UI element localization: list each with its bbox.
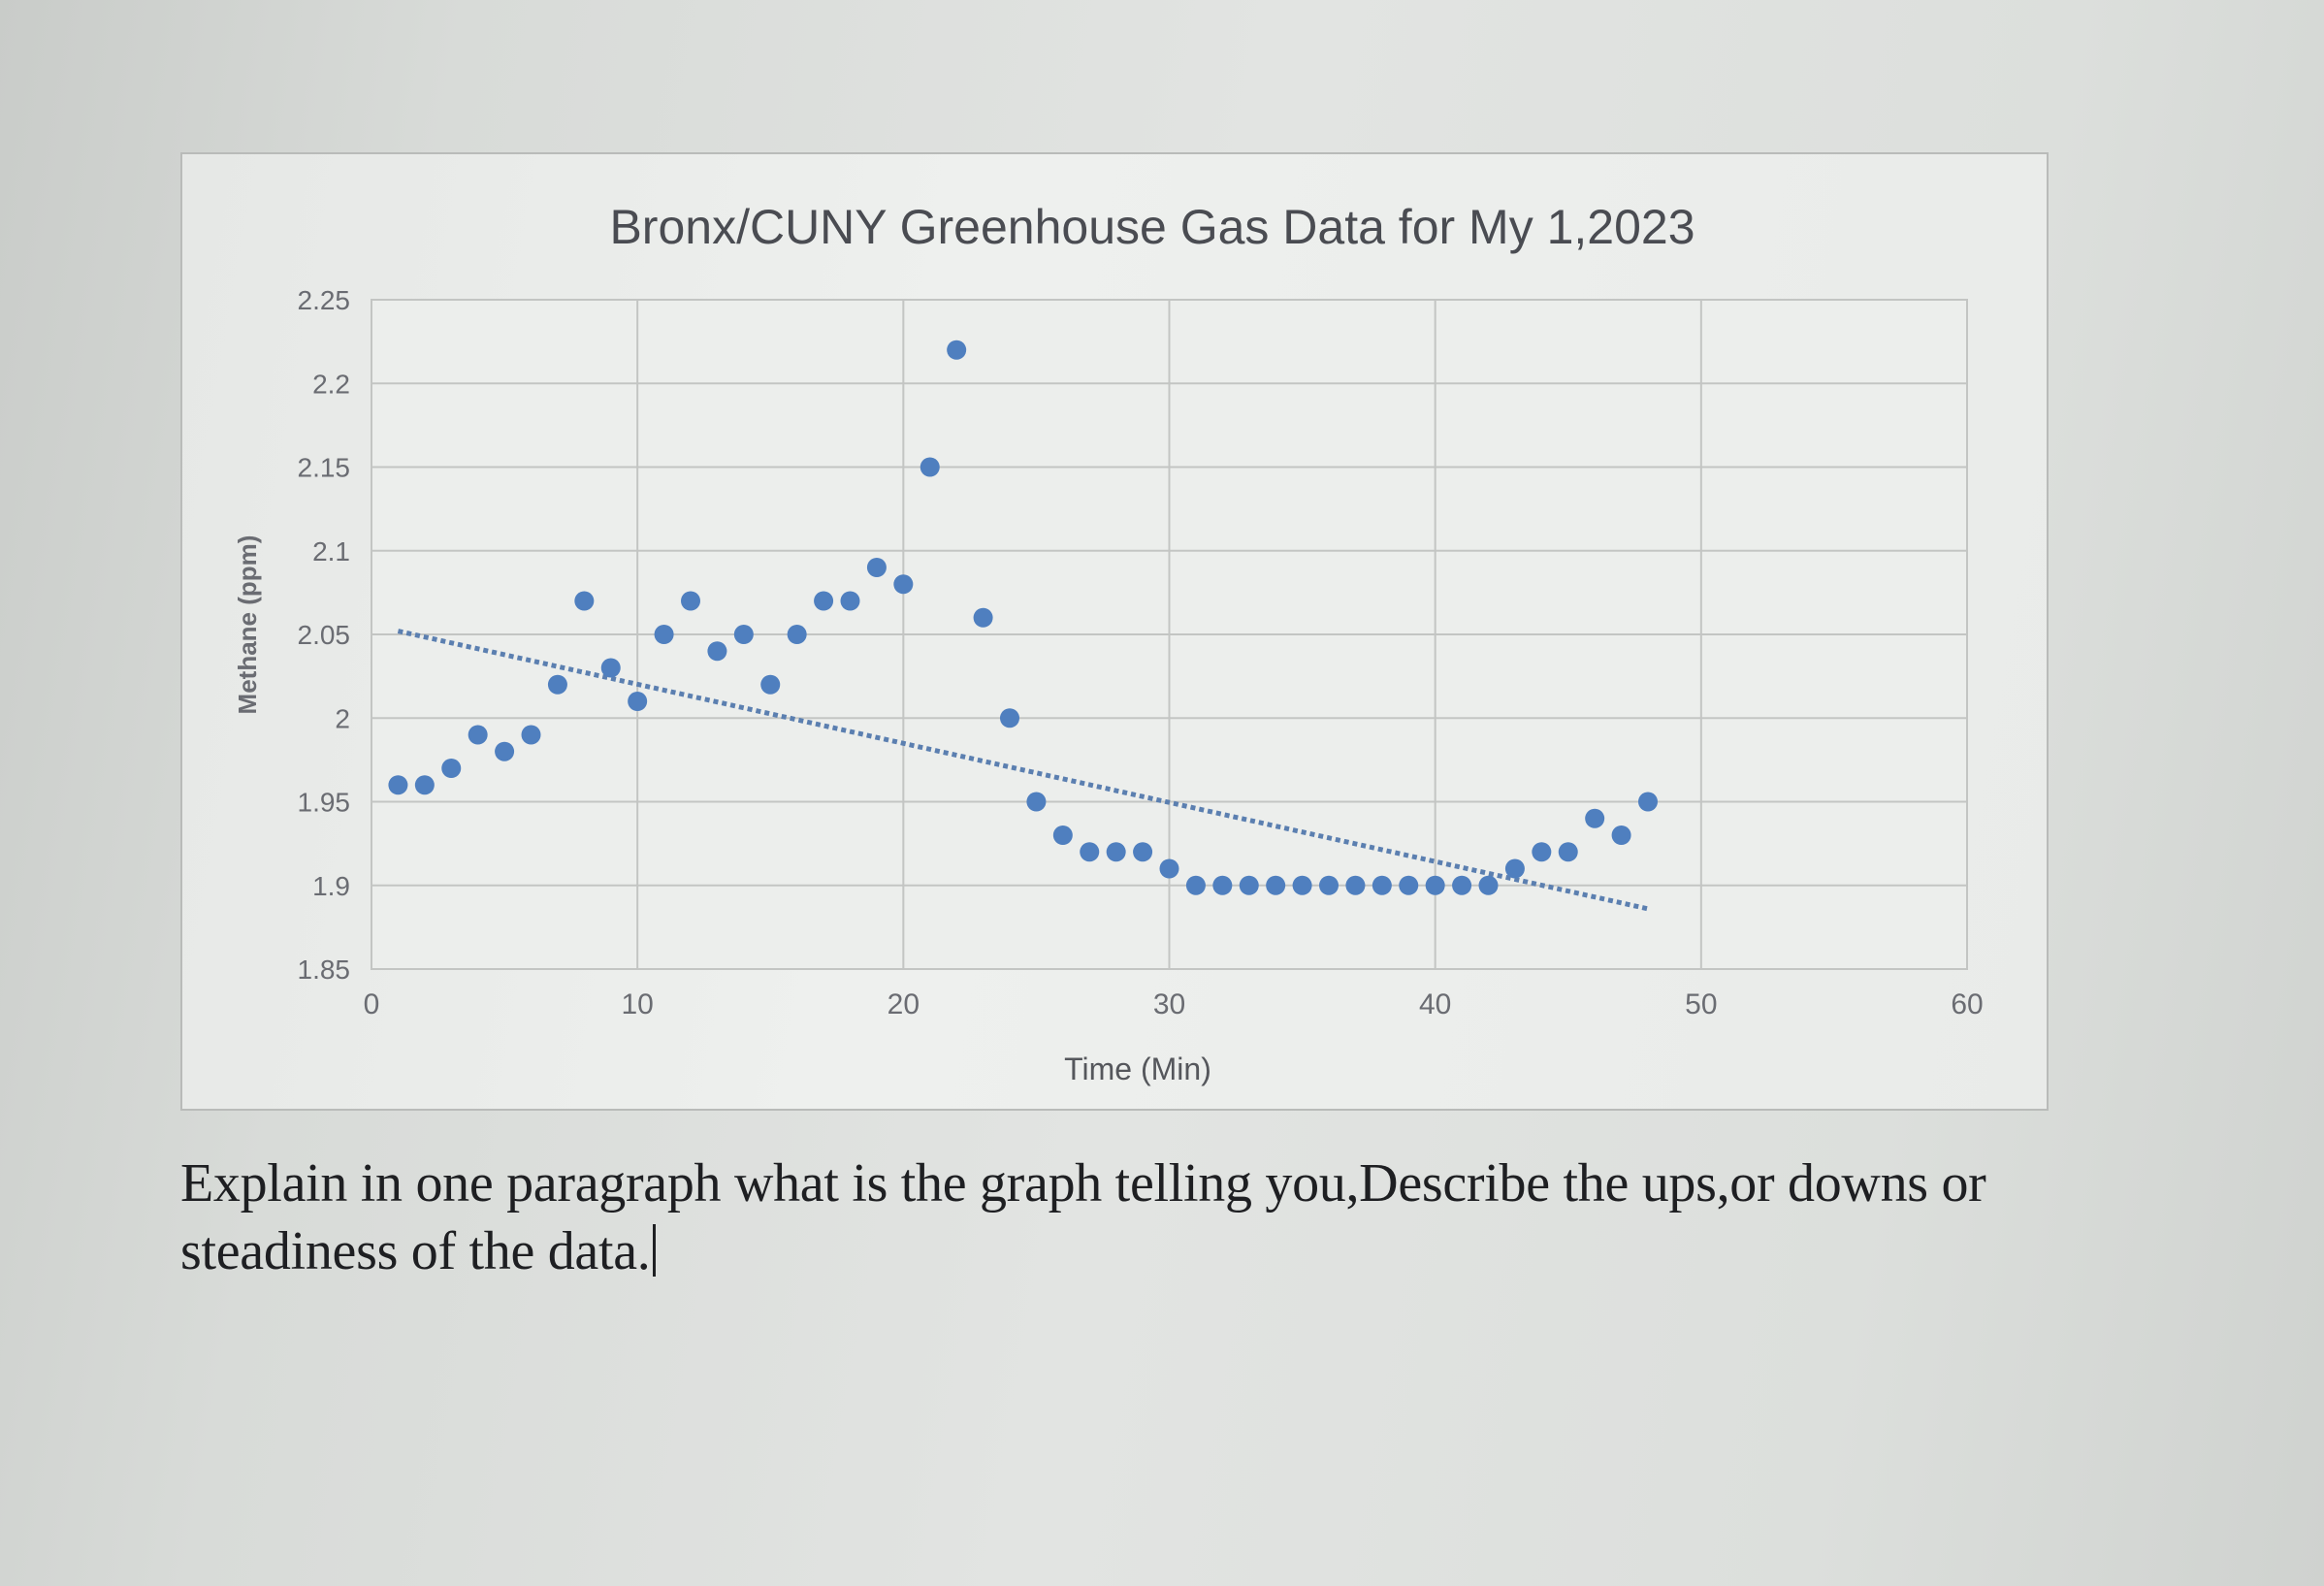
chart-area: Bronx/CUNY Greenhouse Gas Data for My 1,… xyxy=(180,152,2049,1111)
data-point xyxy=(1266,875,1286,895)
data-point xyxy=(600,658,621,678)
data-point xyxy=(1504,858,1525,879)
data-point xyxy=(1611,825,1631,845)
data-point xyxy=(760,674,781,695)
data-point xyxy=(866,558,887,577)
data-point xyxy=(1026,792,1047,812)
data-point xyxy=(1532,842,1552,862)
data-point xyxy=(787,625,807,644)
data-point xyxy=(1345,875,1366,895)
y-tick-label: 2.05 xyxy=(298,620,351,650)
x-tick-label: 10 xyxy=(621,988,653,1020)
y-tick-label: 1.85 xyxy=(298,955,351,985)
data-point xyxy=(1292,875,1312,895)
x-tick-label: 30 xyxy=(1153,988,1185,1020)
data-point xyxy=(1239,875,1259,895)
data-point xyxy=(521,725,541,745)
data-point xyxy=(388,775,408,795)
data-point xyxy=(840,591,860,611)
data-point xyxy=(547,674,567,695)
data-point xyxy=(947,340,967,360)
data-point xyxy=(654,625,674,644)
x-tick-label: 60 xyxy=(1951,988,1983,1020)
x-tick-label: 40 xyxy=(1419,988,1451,1020)
data-point xyxy=(1212,875,1233,895)
data-point xyxy=(1585,808,1605,828)
data-point xyxy=(1000,708,1019,728)
methane-scatter-chart: Bronx/CUNY Greenhouse Gas Data for My 1,… xyxy=(233,200,1984,1086)
chart-title: Bronx/CUNY Greenhouse Gas Data for My 1,… xyxy=(609,200,1695,254)
data-point xyxy=(1452,875,1472,895)
data-point xyxy=(1372,875,1392,895)
text-cursor xyxy=(652,1224,656,1277)
x-tick-label: 0 xyxy=(364,988,380,1020)
y-tick-label: 1.9 xyxy=(312,871,350,901)
y-axis-title: Methane (ppm) xyxy=(233,535,262,715)
question-paragraph: Explain in one paragraph what is the gra… xyxy=(180,1153,1986,1281)
data-point xyxy=(1185,875,1206,895)
data-point xyxy=(1399,875,1419,895)
data-point xyxy=(441,759,462,778)
data-point xyxy=(920,457,940,477)
data-point xyxy=(495,741,515,761)
data-point xyxy=(893,574,914,595)
data-point xyxy=(1425,875,1445,895)
data-point xyxy=(1319,875,1339,895)
y-tick-label: 2.25 xyxy=(298,285,351,315)
y-tick-label: 2.2 xyxy=(312,369,350,399)
data-point xyxy=(1080,842,1100,862)
data-point xyxy=(1558,842,1578,862)
data-point xyxy=(1052,825,1073,845)
data-point xyxy=(1133,842,1153,862)
trendline xyxy=(397,629,1649,912)
data-point xyxy=(468,725,488,745)
y-tick-label: 1.95 xyxy=(298,788,351,818)
data-point xyxy=(574,591,595,611)
data-point xyxy=(1159,858,1179,879)
data-point xyxy=(733,625,754,644)
x-tick-label: 20 xyxy=(888,988,920,1020)
data-point xyxy=(1638,792,1658,812)
y-tick-label: 2.15 xyxy=(298,453,351,483)
data-point xyxy=(1478,875,1499,895)
data-point xyxy=(707,641,727,662)
data-point xyxy=(681,591,700,611)
y-tick-label: 2 xyxy=(335,703,350,733)
data-point xyxy=(814,591,834,611)
data-point xyxy=(1106,842,1126,862)
question-text[interactable]: Explain in one paragraph what is the gra… xyxy=(180,1149,2023,1285)
data-point xyxy=(628,692,648,711)
y-tick-label: 2.1 xyxy=(312,536,350,566)
data-point xyxy=(414,775,435,795)
data-point xyxy=(973,607,993,628)
x-axis-title: Time (Min) xyxy=(1064,1052,1211,1086)
x-tick-label: 50 xyxy=(1685,988,1717,1020)
